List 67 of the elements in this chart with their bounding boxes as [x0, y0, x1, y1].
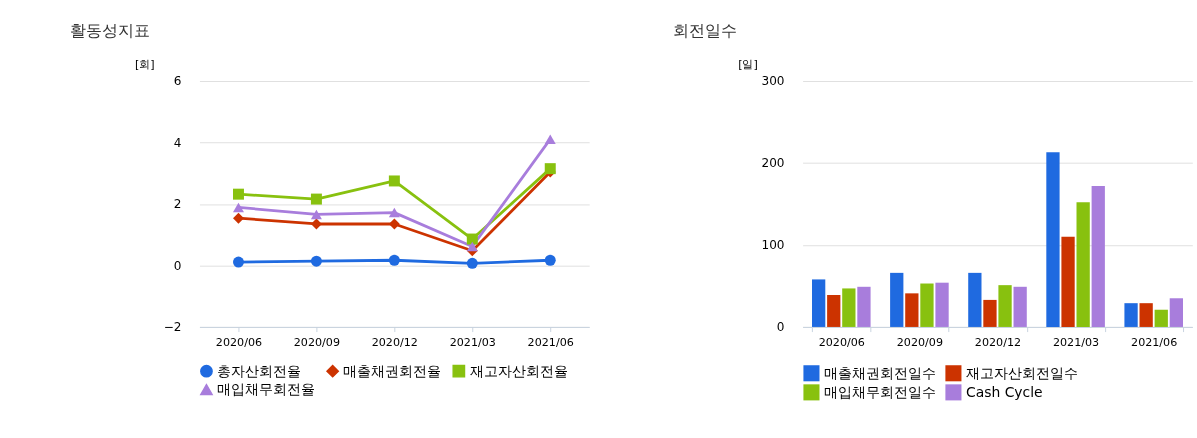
- x-tick-label: 2020/09: [293, 335, 340, 349]
- y-tick-label: 6: [173, 74, 182, 89]
- bar: [857, 286, 871, 327]
- legend-label: 매출채권회전일수: [823, 364, 936, 381]
- bar: [1076, 202, 1090, 327]
- bar: [1046, 152, 1060, 327]
- legend-label: 매출채권회전율: [343, 362, 442, 379]
- point: [232, 212, 244, 224]
- x-tick-label: 2020/06: [818, 335, 865, 349]
- point: [310, 193, 322, 205]
- bar: [1154, 309, 1168, 327]
- y-tick-label: 0: [776, 320, 785, 335]
- point: [310, 218, 322, 230]
- bar: [1061, 236, 1075, 327]
- bar: [983, 299, 997, 327]
- x-tick-label: 2020/06: [215, 335, 263, 349]
- bar: [998, 285, 1012, 327]
- point: [388, 175, 400, 187]
- x-tick-label: 2020/12: [371, 335, 418, 349]
- legend-label: 재고자산회전일수: [965, 364, 1078, 381]
- point: [466, 241, 478, 252]
- point: [232, 202, 244, 213]
- point: [310, 209, 322, 220]
- point: [466, 233, 478, 245]
- x-tick-label: 2020/09: [896, 335, 943, 349]
- x-tick-label: 2021/06: [527, 335, 574, 349]
- bar: [1013, 286, 1027, 327]
- y-axis-title: [일]: [738, 57, 758, 71]
- point: [232, 188, 244, 200]
- chart-title: 활동성지표: [69, 20, 150, 40]
- point: [388, 254, 400, 266]
- bar: [920, 283, 934, 327]
- legend-label: 총자산회전율: [217, 362, 302, 379]
- legend-label: 매입채무회전일수: [823, 384, 936, 401]
- bar: [1091, 185, 1105, 327]
- x-tick-label: 2021/03: [449, 335, 496, 349]
- bar: [1124, 303, 1138, 327]
- bar: [1139, 303, 1153, 327]
- point: [544, 254, 556, 266]
- legend-label: 재고자산회전율: [469, 362, 568, 379]
- y-tick-label: 100: [761, 238, 785, 253]
- bar: [842, 288, 856, 327]
- bar: [905, 293, 919, 327]
- bar: [968, 272, 982, 327]
- chart-title: 회전일수: [672, 20, 737, 40]
- y-tick-label: 4: [173, 135, 182, 150]
- x-tick-label: 2021/03: [1052, 335, 1100, 349]
- y-tick-label: 2: [173, 197, 182, 212]
- y-tick-label: 200: [761, 156, 785, 171]
- bar: [935, 282, 949, 327]
- point: [544, 134, 556, 144]
- bar: [812, 279, 826, 327]
- bar: [890, 272, 904, 327]
- y-tick-label: −2: [163, 320, 182, 335]
- point: [388, 207, 400, 218]
- point: [232, 256, 244, 268]
- point: [466, 257, 478, 269]
- legend-label: 매입채무회전율: [217, 381, 316, 398]
- legend-label: Cash Cycle: [965, 384, 1043, 401]
- y-tick-label: 300: [761, 74, 785, 89]
- bar: [1169, 298, 1183, 327]
- x-tick-label: 2021/06: [1131, 335, 1178, 349]
- point: [310, 255, 322, 267]
- y-axis-title: [회]: [135, 57, 155, 71]
- bar: [827, 294, 841, 327]
- x-tick-label: 2020/12: [974, 335, 1022, 349]
- y-tick-label: 0: [173, 258, 182, 273]
